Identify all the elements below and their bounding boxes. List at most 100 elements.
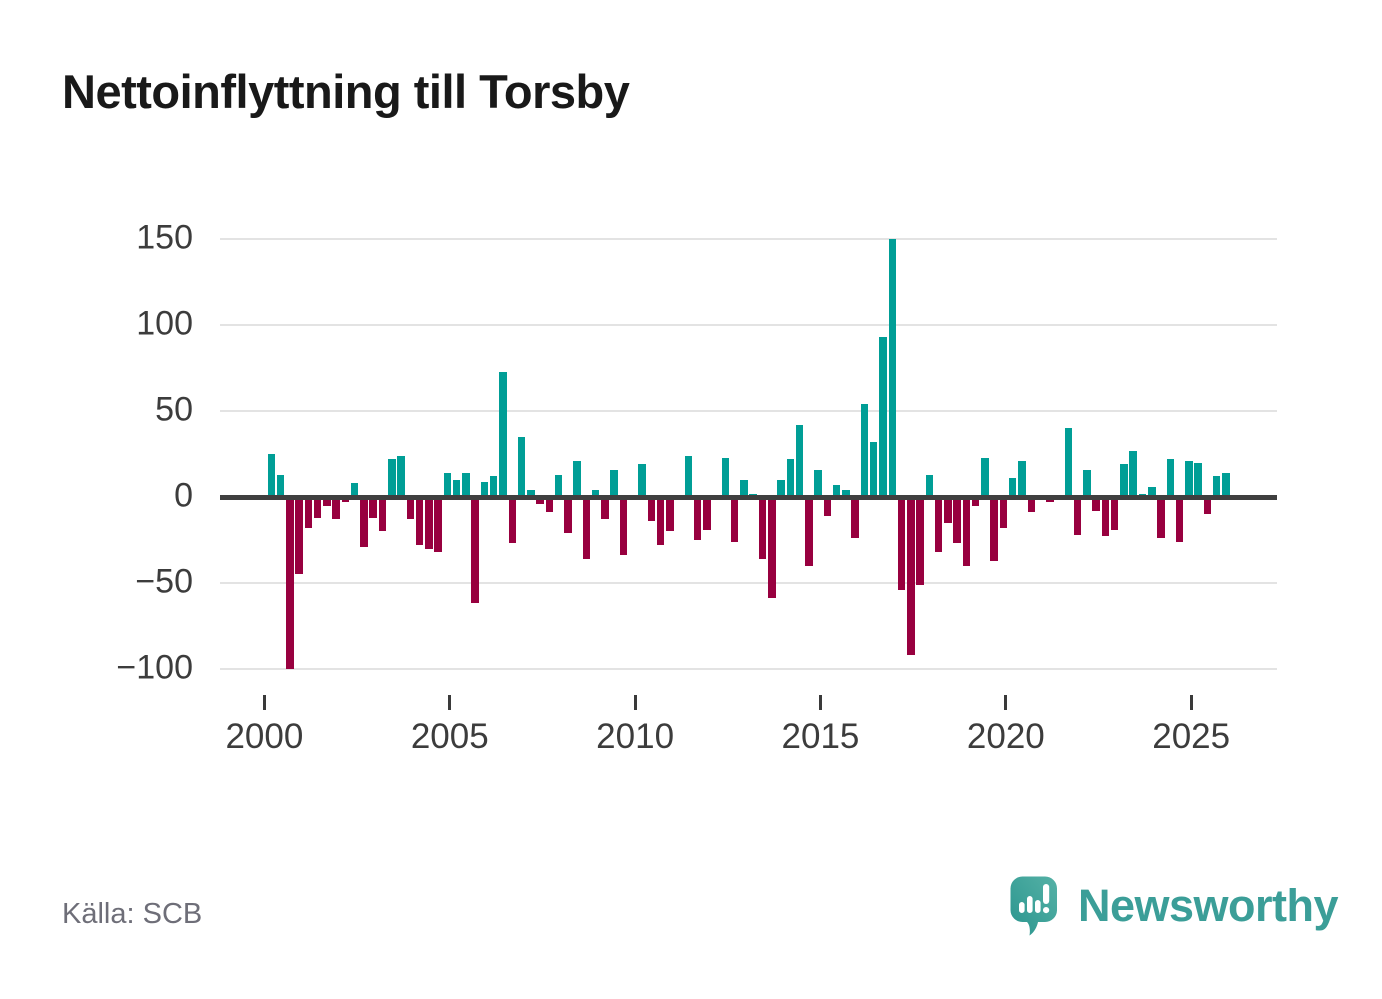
- bar-2012-q4: [740, 479, 748, 497]
- bar-2015-q1: [823, 497, 832, 516]
- bar-2002-q2: [350, 483, 359, 497]
- bar-2009-q1: [601, 497, 609, 520]
- y-axis-label: −50: [135, 562, 193, 601]
- bar-2025-q3: [1212, 476, 1221, 497]
- bar-2014-q3: [805, 497, 813, 566]
- x-axis-label-2010: 2010: [596, 717, 675, 756]
- bar-2000-q2: [276, 474, 285, 497]
- bar-2007-q1: [527, 490, 535, 497]
- x-axis-label-2025: 2025: [1152, 717, 1231, 756]
- y-axis-label: 100: [136, 305, 193, 344]
- bar-2017-q1: [897, 497, 906, 590]
- bar-2024-q1: [1157, 497, 1165, 539]
- bar-2011-q3: [693, 497, 702, 540]
- bar-2000-q1: [267, 454, 276, 497]
- bar-2021-q1: [1046, 497, 1054, 503]
- x-axis-label-2000: 2000: [225, 717, 304, 756]
- bar-2013-q4: [777, 479, 785, 497]
- bar-2001-q2: [313, 497, 322, 518]
- bar-2011-q4: [703, 497, 711, 530]
- bar-2008-q3: [582, 497, 591, 559]
- bar-2005-q1: [452, 479, 461, 497]
- gridline-y-150: [220, 238, 1277, 241]
- bar-2003-q1: [378, 497, 387, 532]
- bar-2016-q1: [860, 404, 869, 497]
- gridline-y--100: [220, 667, 1277, 670]
- bar-2023-q4: [1148, 486, 1156, 497]
- bar-2025-q2: [1203, 497, 1212, 515]
- bar-2001-q1: [304, 497, 313, 528]
- x-axis-label-2005: 2005: [410, 717, 489, 756]
- bar-2007-q3: [545, 497, 554, 513]
- bar-2012-q2: [721, 457, 730, 497]
- bar-2008-q2: [573, 460, 581, 497]
- bar-2015-q3: [842, 490, 850, 497]
- bar-2003-q2: [388, 459, 396, 497]
- bar-2024-q2: [1166, 459, 1175, 497]
- bar-2014-q1: [786, 459, 795, 497]
- bar-2006-q1: [489, 476, 498, 497]
- y-axis-label: 50: [155, 390, 193, 429]
- bar-2016-q3: [879, 337, 887, 497]
- bar-2016-q2: [869, 442, 878, 497]
- bar-2007-q2: [536, 497, 544, 504]
- bar-2018-q3: [953, 497, 961, 544]
- gridline-y-50: [220, 410, 1277, 413]
- bar-2004-q1: [415, 497, 424, 546]
- bar-2010-q3: [656, 497, 665, 546]
- bar-2009-q2: [610, 469, 618, 497]
- bar-2017-q2: [907, 497, 915, 655]
- bar-2020-q2: [1018, 460, 1026, 497]
- bar-2000-q3: [286, 497, 294, 669]
- bar-2004-q2: [425, 497, 433, 549]
- bar-2024-q3: [1175, 497, 1184, 542]
- bar-2025-q4: [1222, 472, 1230, 497]
- bar-2004-q3: [434, 497, 442, 552]
- bar-2006-q4: [517, 436, 526, 497]
- bar-2014-q4: [814, 469, 822, 497]
- bar-2018-q2: [944, 497, 952, 523]
- bar-2001-q3: [323, 497, 331, 506]
- bar-2019-q3: [990, 497, 998, 561]
- gridline-y--50: [220, 581, 1277, 584]
- gridline-y-100: [220, 324, 1277, 327]
- bar-2019-q2: [981, 457, 989, 497]
- bar-2002-q3: [360, 497, 368, 547]
- bar-2022-q1: [1083, 469, 1091, 497]
- bar-2020-q1: [1008, 478, 1017, 497]
- x-axis-tick-2020: [1004, 695, 1008, 710]
- bar-2007-q4: [554, 474, 563, 497]
- bar-2020-q3: [1027, 497, 1036, 513]
- bar-2010-q1: [638, 464, 646, 497]
- newsworthy-logo-icon: [1010, 876, 1057, 936]
- bar-2022-q2: [1092, 497, 1100, 511]
- y-axis-label: 0: [174, 476, 193, 515]
- bar-2004-q4: [443, 472, 452, 497]
- bar-2006-q2: [499, 371, 507, 497]
- bar-2016-q4: [888, 239, 896, 497]
- bar-2019-q1: [971, 497, 980, 506]
- bar-2010-q2: [647, 497, 656, 522]
- bar-2018-q1: [934, 497, 943, 552]
- zero-axis-line: [220, 494, 1277, 500]
- bar-2002-q1: [341, 497, 350, 503]
- bar-2005-q3: [471, 497, 479, 604]
- bar-2015-q2: [832, 484, 841, 497]
- bar-2006-q3: [508, 497, 517, 544]
- bar-2005-q2: [462, 472, 470, 497]
- bar-2025-q1: [1194, 462, 1202, 497]
- newsworthy-logo: Newsworthy: [1010, 874, 1339, 954]
- bar-2019-q4: [999, 497, 1008, 528]
- bar-2017-q3: [916, 497, 924, 585]
- source-caption: Källa: SCB: [62, 898, 203, 930]
- bar-2003-q3: [397, 455, 405, 497]
- page-title: Nettoinflyttning till Torsby: [62, 65, 630, 118]
- x-axis-label-2020: 2020: [966, 717, 1045, 756]
- bar-2000-q4: [295, 497, 303, 575]
- bar-2015-q4: [851, 497, 859, 539]
- bar-2023-q2: [1129, 450, 1137, 497]
- bar-2008-q4: [591, 490, 600, 497]
- x-axis-tick-2000: [262, 695, 266, 710]
- bar-2002-q4: [369, 497, 377, 518]
- bar-2011-q2: [684, 455, 693, 497]
